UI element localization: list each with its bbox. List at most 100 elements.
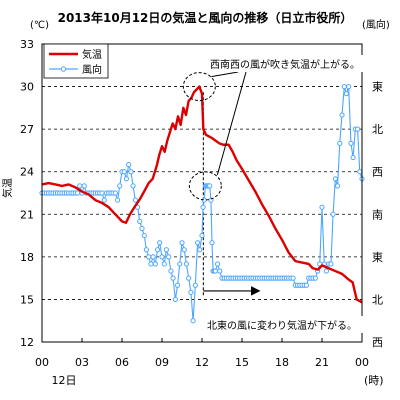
wind-point bbox=[163, 247, 169, 253]
y2-tick-label: 東 bbox=[372, 81, 383, 94]
plot-frame bbox=[41, 43, 363, 343]
wind-point bbox=[177, 261, 183, 267]
legend-label-wind: 風向 bbox=[82, 63, 102, 76]
wind-point bbox=[195, 240, 201, 246]
annotation-cool-wind: 北東の風に変わり気温が下がる。 bbox=[207, 319, 357, 332]
wind-point bbox=[77, 183, 83, 189]
x-axis-unit: (時) bbox=[364, 374, 384, 387]
wind-point bbox=[75, 190, 81, 196]
y-tick-label: 21 bbox=[20, 208, 34, 221]
wind-point bbox=[126, 162, 132, 168]
annotation-bg-1 bbox=[208, 55, 370, 72]
x-axis-ticks: 00 03 06 09 12 15 18 21 00 bbox=[35, 338, 369, 369]
series-line-temperature bbox=[41, 85, 363, 304]
wind-point bbox=[339, 112, 345, 118]
y-tick-label: 30 bbox=[20, 81, 34, 94]
x-tick-label: 21 bbox=[315, 356, 329, 369]
wind-point bbox=[141, 232, 147, 239]
wind-point bbox=[212, 268, 218, 274]
wind-point bbox=[170, 275, 176, 281]
wind-point bbox=[117, 183, 123, 189]
wind-point bbox=[355, 126, 361, 132]
y2-axis-unit: (風向) bbox=[362, 18, 390, 31]
wind-point bbox=[121, 169, 127, 175]
callout-ellipse-wind-shift bbox=[188, 171, 222, 201]
wind-point bbox=[99, 190, 105, 196]
y2-tick-label: 西 bbox=[372, 166, 383, 179]
y2-tick-label: 南 bbox=[372, 208, 383, 221]
x-tick-label: 00 bbox=[355, 356, 369, 369]
wind-point bbox=[112, 190, 118, 196]
annotation-warm-wind: 西南西の風が吹き気温が上がる。 bbox=[210, 58, 360, 71]
wind-point bbox=[130, 183, 136, 189]
wind-point bbox=[290, 275, 296, 281]
legend-label-temperature: 気温 bbox=[82, 48, 102, 61]
legend: 気温 風向 bbox=[43, 43, 109, 79]
wind-point bbox=[215, 261, 221, 267]
wind-point bbox=[168, 268, 174, 274]
wind-point bbox=[183, 261, 189, 267]
wind-point bbox=[197, 247, 203, 253]
wind-point bbox=[101, 197, 107, 203]
wind-point bbox=[217, 268, 223, 274]
callout-leader-2 bbox=[216, 71, 247, 176]
wind-point bbox=[81, 183, 87, 189]
x-tick-label: 03 bbox=[75, 356, 89, 369]
wind-point bbox=[137, 218, 143, 224]
wind-point bbox=[148, 261, 154, 267]
wind-point bbox=[181, 247, 187, 253]
wind-point bbox=[343, 91, 349, 97]
y-tick-label: 12 bbox=[20, 336, 34, 349]
wind-point bbox=[159, 254, 165, 260]
y-tick-label: 33 bbox=[20, 38, 34, 51]
wind-point bbox=[155, 247, 161, 253]
wind-point bbox=[157, 240, 163, 246]
x-tick-label: 18 bbox=[275, 356, 289, 369]
y2-tick-label: 北 bbox=[372, 123, 383, 136]
wind-point bbox=[350, 154, 356, 161]
x-tick-label: 00 bbox=[35, 356, 49, 369]
series-layer bbox=[39, 83, 365, 324]
wind-point bbox=[330, 211, 336, 217]
y-axis-unit: (℃) bbox=[30, 20, 49, 31]
wind-point bbox=[319, 204, 325, 210]
y2-tick-label: 東 bbox=[372, 251, 383, 264]
y-tick-label: 27 bbox=[20, 123, 34, 136]
wind-point bbox=[172, 296, 178, 303]
wind-point bbox=[341, 83, 347, 90]
y2-tick-label: 西 bbox=[372, 336, 383, 349]
wind-point bbox=[323, 268, 329, 274]
wind-point bbox=[199, 232, 205, 239]
wind-point bbox=[303, 282, 309, 288]
wind-point bbox=[312, 275, 318, 281]
callout-leader-1 bbox=[211, 71, 239, 78]
wind-point bbox=[166, 254, 172, 260]
legend-marker-wind bbox=[60, 66, 67, 72]
y-axis-ticks: 12 15 18 21 24 27 30 33 bbox=[20, 38, 34, 349]
x-tick-label: 09 bbox=[155, 356, 169, 369]
wind-point bbox=[346, 83, 352, 90]
wind-point bbox=[179, 240, 185, 246]
date-label: 12日 bbox=[52, 374, 77, 387]
wind-point bbox=[190, 318, 196, 324]
y-axis-label: 気温 bbox=[1, 178, 14, 198]
chart-title: 2013年10月12日の気温と風向の推移（日立市役所） bbox=[58, 10, 353, 25]
wind-point bbox=[335, 183, 341, 189]
y2-tick-label: 北 bbox=[372, 293, 383, 306]
wind-point bbox=[207, 183, 213, 189]
wind-point bbox=[209, 240, 215, 246]
y-tick-label: 18 bbox=[20, 251, 34, 264]
wind-point bbox=[337, 140, 343, 146]
wind-point bbox=[186, 275, 192, 281]
wind-point bbox=[175, 282, 181, 288]
wind-point bbox=[123, 176, 130, 182]
legend-box bbox=[43, 43, 109, 79]
y-tick-label: 24 bbox=[20, 166, 34, 179]
wind-point bbox=[161, 261, 167, 267]
wind-point bbox=[332, 176, 338, 182]
callout-ellipse-temp-peak bbox=[182, 72, 216, 102]
wind-point bbox=[192, 282, 198, 288]
wind-point bbox=[150, 254, 156, 260]
wind-point bbox=[152, 261, 158, 267]
